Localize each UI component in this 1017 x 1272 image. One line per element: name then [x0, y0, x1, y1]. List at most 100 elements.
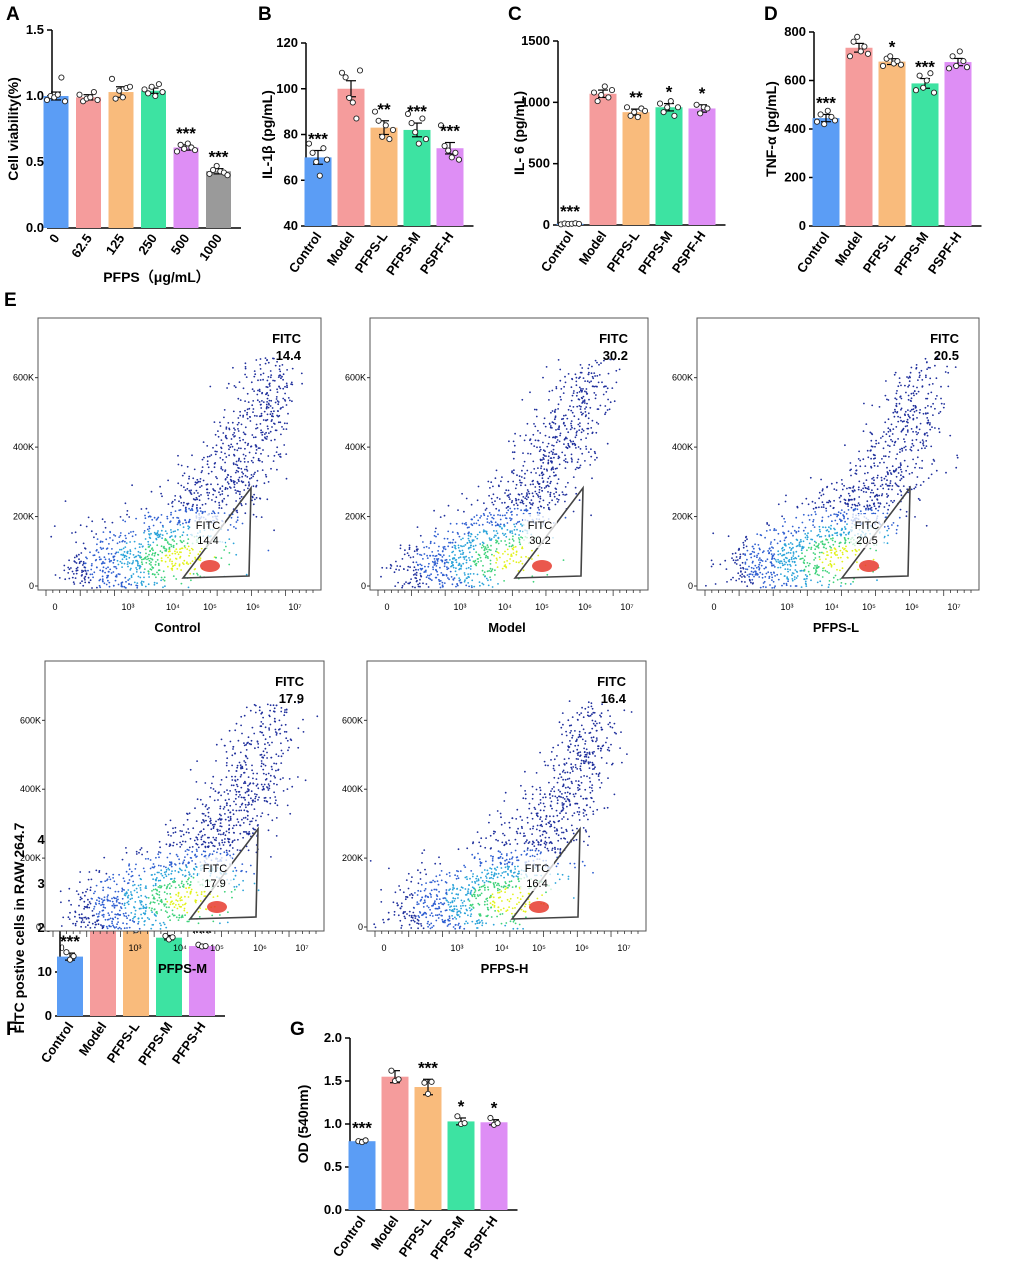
event-dot [524, 509, 527, 512]
event-dot [122, 553, 125, 556]
event-dot [111, 521, 114, 524]
event-dot [459, 550, 461, 553]
y-tick-label: 0.0 [26, 220, 44, 235]
event-dot [912, 404, 915, 407]
event-dot [147, 557, 150, 560]
event-dot [587, 373, 590, 376]
event-dot [838, 496, 841, 499]
event-dot [473, 516, 476, 518]
event-dot [443, 537, 446, 540]
flow-y-tick-label: 0 [29, 581, 34, 591]
event-dot [207, 494, 210, 497]
data-point [206, 170, 213, 177]
event-dot [282, 387, 285, 390]
event-dot [429, 578, 432, 581]
data-point [58, 74, 65, 81]
event-dot [532, 483, 534, 486]
event-dot [899, 451, 901, 453]
event-dot [102, 531, 105, 533]
event-dot [579, 408, 582, 410]
event-dot [223, 791, 226, 793]
event-dot [102, 566, 105, 569]
event-dot [248, 803, 251, 805]
event-dot [461, 492, 463, 495]
event-dot [251, 434, 254, 436]
event-dot [814, 548, 817, 551]
event-dot [514, 545, 517, 548]
event-dot [255, 449, 258, 451]
event-dot [181, 547, 184, 550]
event-dot [756, 533, 759, 535]
event-dot [148, 525, 151, 528]
event-dot [226, 853, 229, 856]
event-dot [919, 484, 922, 486]
event-dot [244, 484, 247, 487]
flow-y-tick-label: 400K [20, 784, 41, 794]
event-dot [192, 573, 195, 575]
event-dot [457, 533, 459, 535]
event-dot [260, 452, 262, 455]
event-dot [244, 366, 247, 368]
event-dot [925, 524, 928, 527]
event-dot [446, 568, 449, 571]
event-dot [793, 529, 796, 532]
category-label: PFPS-H [169, 1019, 209, 1067]
flow-y-tick-label: 600K [20, 715, 41, 725]
event-dot [508, 440, 510, 443]
event-dot [812, 552, 815, 554]
event-dot [548, 501, 551, 504]
event-dot [435, 576, 438, 579]
event-dot [547, 506, 550, 509]
event-dot [284, 400, 287, 402]
event-dot [82, 584, 85, 587]
event-dot [93, 536, 95, 539]
event-dot [408, 546, 411, 549]
event-dot [727, 535, 730, 538]
event-dot [238, 480, 240, 483]
event-dot [787, 580, 789, 583]
event-dot [245, 376, 248, 378]
event-dot [417, 568, 420, 571]
event-dot [788, 546, 791, 549]
event-dot [591, 375, 594, 378]
event-dot [827, 586, 830, 588]
event-dot [235, 803, 237, 806]
event-dot [894, 440, 897, 443]
flow-x-tick-label: 10⁷ [295, 943, 308, 953]
event-dot [522, 502, 525, 505]
event-dot [789, 563, 791, 566]
event-dot [886, 529, 889, 532]
event-dot [746, 568, 749, 571]
event-dot [585, 445, 587, 448]
data-point [94, 96, 101, 104]
data-point [920, 84, 927, 91]
event-dot [508, 562, 511, 565]
event-dot [751, 582, 754, 585]
event-dot [892, 411, 895, 414]
event-dot [893, 373, 896, 376]
event-dot [518, 534, 520, 536]
event-dot [142, 867, 145, 870]
event-dot [485, 548, 488, 551]
event-dot [124, 546, 127, 548]
event-dot [140, 561, 143, 564]
event-dot [225, 426, 228, 429]
event-dot [917, 390, 920, 393]
event-dot [808, 562, 811, 565]
event-dot [151, 547, 154, 549]
event-dot [128, 583, 130, 586]
event-dot [886, 542, 889, 545]
event-dot [834, 547, 836, 550]
significance-label: *** [407, 102, 427, 121]
event-dot [276, 468, 278, 471]
event-dot [888, 469, 891, 472]
event-dot [469, 568, 472, 570]
panel-label-g: G [290, 1019, 305, 1040]
event-dot [608, 408, 611, 411]
event-dot [495, 530, 498, 532]
event-dot [567, 431, 570, 434]
event-dot [124, 502, 127, 505]
event-dot [224, 799, 227, 802]
event-dot [223, 416, 225, 419]
event-dot [956, 454, 958, 457]
